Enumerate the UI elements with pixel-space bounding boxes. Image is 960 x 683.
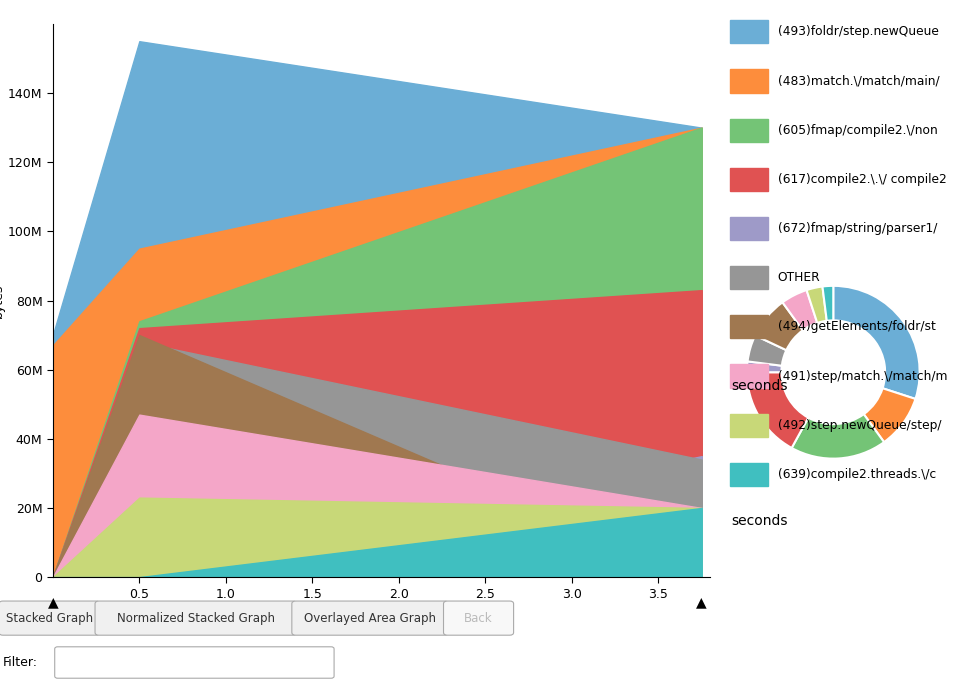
Wedge shape bbox=[756, 303, 803, 350]
Wedge shape bbox=[833, 285, 920, 399]
Text: Filter:: Filter: bbox=[3, 656, 37, 669]
Text: Overlayed Area Graph: Overlayed Area Graph bbox=[304, 611, 436, 625]
Text: OTHER: OTHER bbox=[778, 271, 820, 284]
Text: (492)step.newQueue/step/: (492)step.newQueue/step/ bbox=[778, 419, 941, 432]
Wedge shape bbox=[864, 388, 916, 442]
Text: seconds: seconds bbox=[732, 514, 788, 527]
Text: ▲: ▲ bbox=[696, 596, 708, 609]
Wedge shape bbox=[747, 361, 781, 372]
Wedge shape bbox=[747, 372, 808, 448]
Text: seconds: seconds bbox=[732, 379, 788, 393]
Text: (605)fmap/compile2.\/non: (605)fmap/compile2.\/non bbox=[778, 124, 937, 137]
Wedge shape bbox=[782, 290, 817, 331]
Wedge shape bbox=[823, 285, 833, 321]
Y-axis label: bytes: bytes bbox=[0, 283, 5, 318]
Text: (491)step/match.\/match/m: (491)step/match.\/match/m bbox=[778, 370, 948, 382]
Text: Stacked Graph: Stacked Graph bbox=[6, 611, 93, 625]
Wedge shape bbox=[748, 335, 786, 365]
Wedge shape bbox=[806, 286, 827, 323]
Text: (672)fmap/string/parser1/: (672)fmap/string/parser1/ bbox=[778, 222, 937, 235]
Text: (483)match.\/match/main/: (483)match.\/match/main/ bbox=[778, 74, 939, 87]
Text: (494)getElements/foldr/st: (494)getElements/foldr/st bbox=[778, 320, 935, 333]
Text: Normalized Stacked Graph: Normalized Stacked Graph bbox=[117, 611, 275, 625]
Text: ▲: ▲ bbox=[47, 596, 59, 609]
Text: Back: Back bbox=[465, 611, 492, 625]
Wedge shape bbox=[792, 414, 884, 459]
Text: (639)compile2.threads.\/c: (639)compile2.threads.\/c bbox=[778, 468, 936, 481]
Text: (617)compile2.\.\/ compile2: (617)compile2.\.\/ compile2 bbox=[778, 173, 947, 186]
Text: (493)foldr/step.newQueue: (493)foldr/step.newQueue bbox=[778, 25, 939, 38]
